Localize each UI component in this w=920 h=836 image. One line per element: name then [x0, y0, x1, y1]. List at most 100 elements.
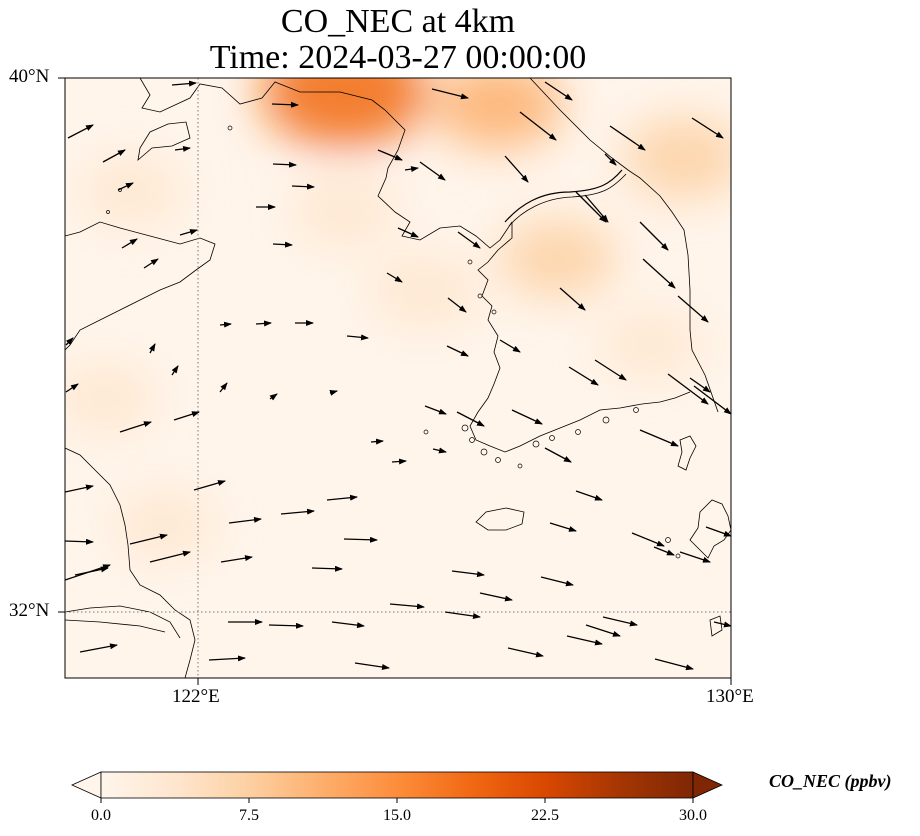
wind-arrow — [499, 339, 521, 353]
wind-arrow — [444, 611, 481, 619]
colorbar-tick-3: 22.5 — [531, 807, 559, 824]
wind-arrow — [174, 145, 191, 152]
wind-arrow — [272, 241, 293, 248]
wind-arrow — [171, 80, 197, 87]
wind-arrow — [269, 393, 278, 401]
wind-arrow — [566, 635, 603, 646]
wind-vectors — [65, 80, 731, 671]
wind-arrow — [149, 550, 191, 563]
wind-arrow — [208, 655, 246, 662]
co-plume-5 — [291, 175, 398, 247]
wind-arrow — [193, 480, 226, 491]
lat-tick-32: 32°N — [9, 600, 50, 621]
wind-arrow — [447, 297, 467, 313]
wind-arrow — [585, 624, 621, 637]
wind-arrow — [713, 621, 731, 628]
wind-arrow — [504, 155, 529, 183]
wind-arrow — [456, 411, 485, 427]
wind-arrow — [102, 149, 126, 163]
wind-arrow — [432, 447, 447, 454]
wind-arrow — [65, 484, 94, 493]
wind-arrow — [377, 149, 403, 161]
colorbar-tick-1: 7.5 — [239, 807, 259, 824]
colorbar-ticks — [100, 798, 694, 803]
wind-arrow — [271, 101, 299, 108]
wind-arrow — [594, 359, 627, 381]
wind-arrow — [219, 382, 228, 393]
wind-arrow — [544, 81, 573, 101]
wind-arrow — [705, 526, 731, 537]
wind-arrow — [346, 334, 369, 341]
wind-arrow — [511, 409, 543, 425]
wind-arrow — [386, 272, 403, 283]
wind-arrow — [667, 373, 709, 405]
wind-arrow — [404, 166, 419, 173]
wind-arrow — [602, 616, 638, 627]
map-title-line1: CO_NEC at 4km — [280, 3, 516, 40]
wind-arrow — [329, 390, 338, 396]
axis-ticks — [58, 77, 732, 685]
wind-arrow — [311, 565, 343, 572]
wind-arrow — [639, 429, 679, 447]
wind-arrow — [677, 295, 709, 323]
wind-arrow — [343, 536, 378, 543]
map-title-line2: Time: 2024-03-27 00:00:00 — [209, 39, 587, 76]
wind-arrow — [549, 522, 577, 532]
wind-arrow — [179, 229, 198, 236]
wind-arrow — [173, 411, 200, 421]
wind-arrow — [559, 287, 586, 311]
wind-arrow — [171, 365, 179, 376]
wind-arrow — [653, 546, 675, 556]
wind-arrow — [507, 647, 544, 658]
lon-tick-130: 130°E — [706, 686, 754, 707]
wind-arrow — [519, 111, 557, 141]
wind-arrow — [540, 576, 574, 587]
lat-tick-40: 40°N — [9, 66, 50, 87]
wind-arrow — [129, 533, 168, 545]
wind-arrow — [219, 321, 232, 328]
wind-arrow — [65, 383, 79, 393]
wind-arrow — [67, 124, 94, 139]
wind-arrow — [693, 385, 731, 415]
wind-arrow — [331, 621, 365, 629]
wind-arrow — [255, 320, 272, 327]
wind-arrow — [446, 345, 469, 357]
co-plume-7 — [65, 363, 156, 433]
wind-arrow — [354, 662, 390, 670]
map-figure — [58, 77, 732, 685]
wind-arrow — [689, 377, 711, 393]
wind-arrow — [389, 603, 425, 610]
colorbar-label: CO_NEC (ppbv) — [769, 771, 892, 791]
wind-arrow — [119, 421, 152, 433]
wind-arrow — [654, 658, 694, 671]
wind-arrow — [451, 570, 485, 578]
wind-arrow — [639, 221, 669, 251]
coastlines — [65, 78, 731, 678]
wind-arrow — [584, 194, 609, 223]
wind-arrow — [397, 227, 419, 238]
wind-arrow — [272, 161, 297, 168]
wind-arrow — [65, 538, 94, 545]
co-plume-2 — [623, 116, 731, 200]
wind-arrow — [479, 592, 513, 602]
wind-arrow — [65, 337, 74, 346]
southwest-korea-islands — [106, 125, 681, 559]
wind-arrow — [457, 231, 481, 249]
wind-arrow — [117, 182, 134, 191]
wind-arrow — [220, 555, 253, 563]
co-plume-6 — [79, 156, 184, 227]
wind-arrow — [268, 622, 304, 629]
wind-arrow — [642, 258, 676, 289]
map-frame — [64, 77, 732, 679]
wind-arrow — [326, 494, 358, 501]
co-plume-1 — [432, 78, 563, 149]
wind-arrow — [74, 566, 109, 576]
wind-arrow — [79, 643, 118, 653]
gridlines — [65, 78, 731, 678]
colorbar-extend-max — [692, 771, 723, 799]
wind-arrow — [391, 458, 407, 465]
wind-arrow — [609, 125, 646, 151]
wind-arrow — [631, 532, 665, 547]
wind-arrow — [148, 343, 156, 354]
wind-arrow — [370, 438, 384, 445]
